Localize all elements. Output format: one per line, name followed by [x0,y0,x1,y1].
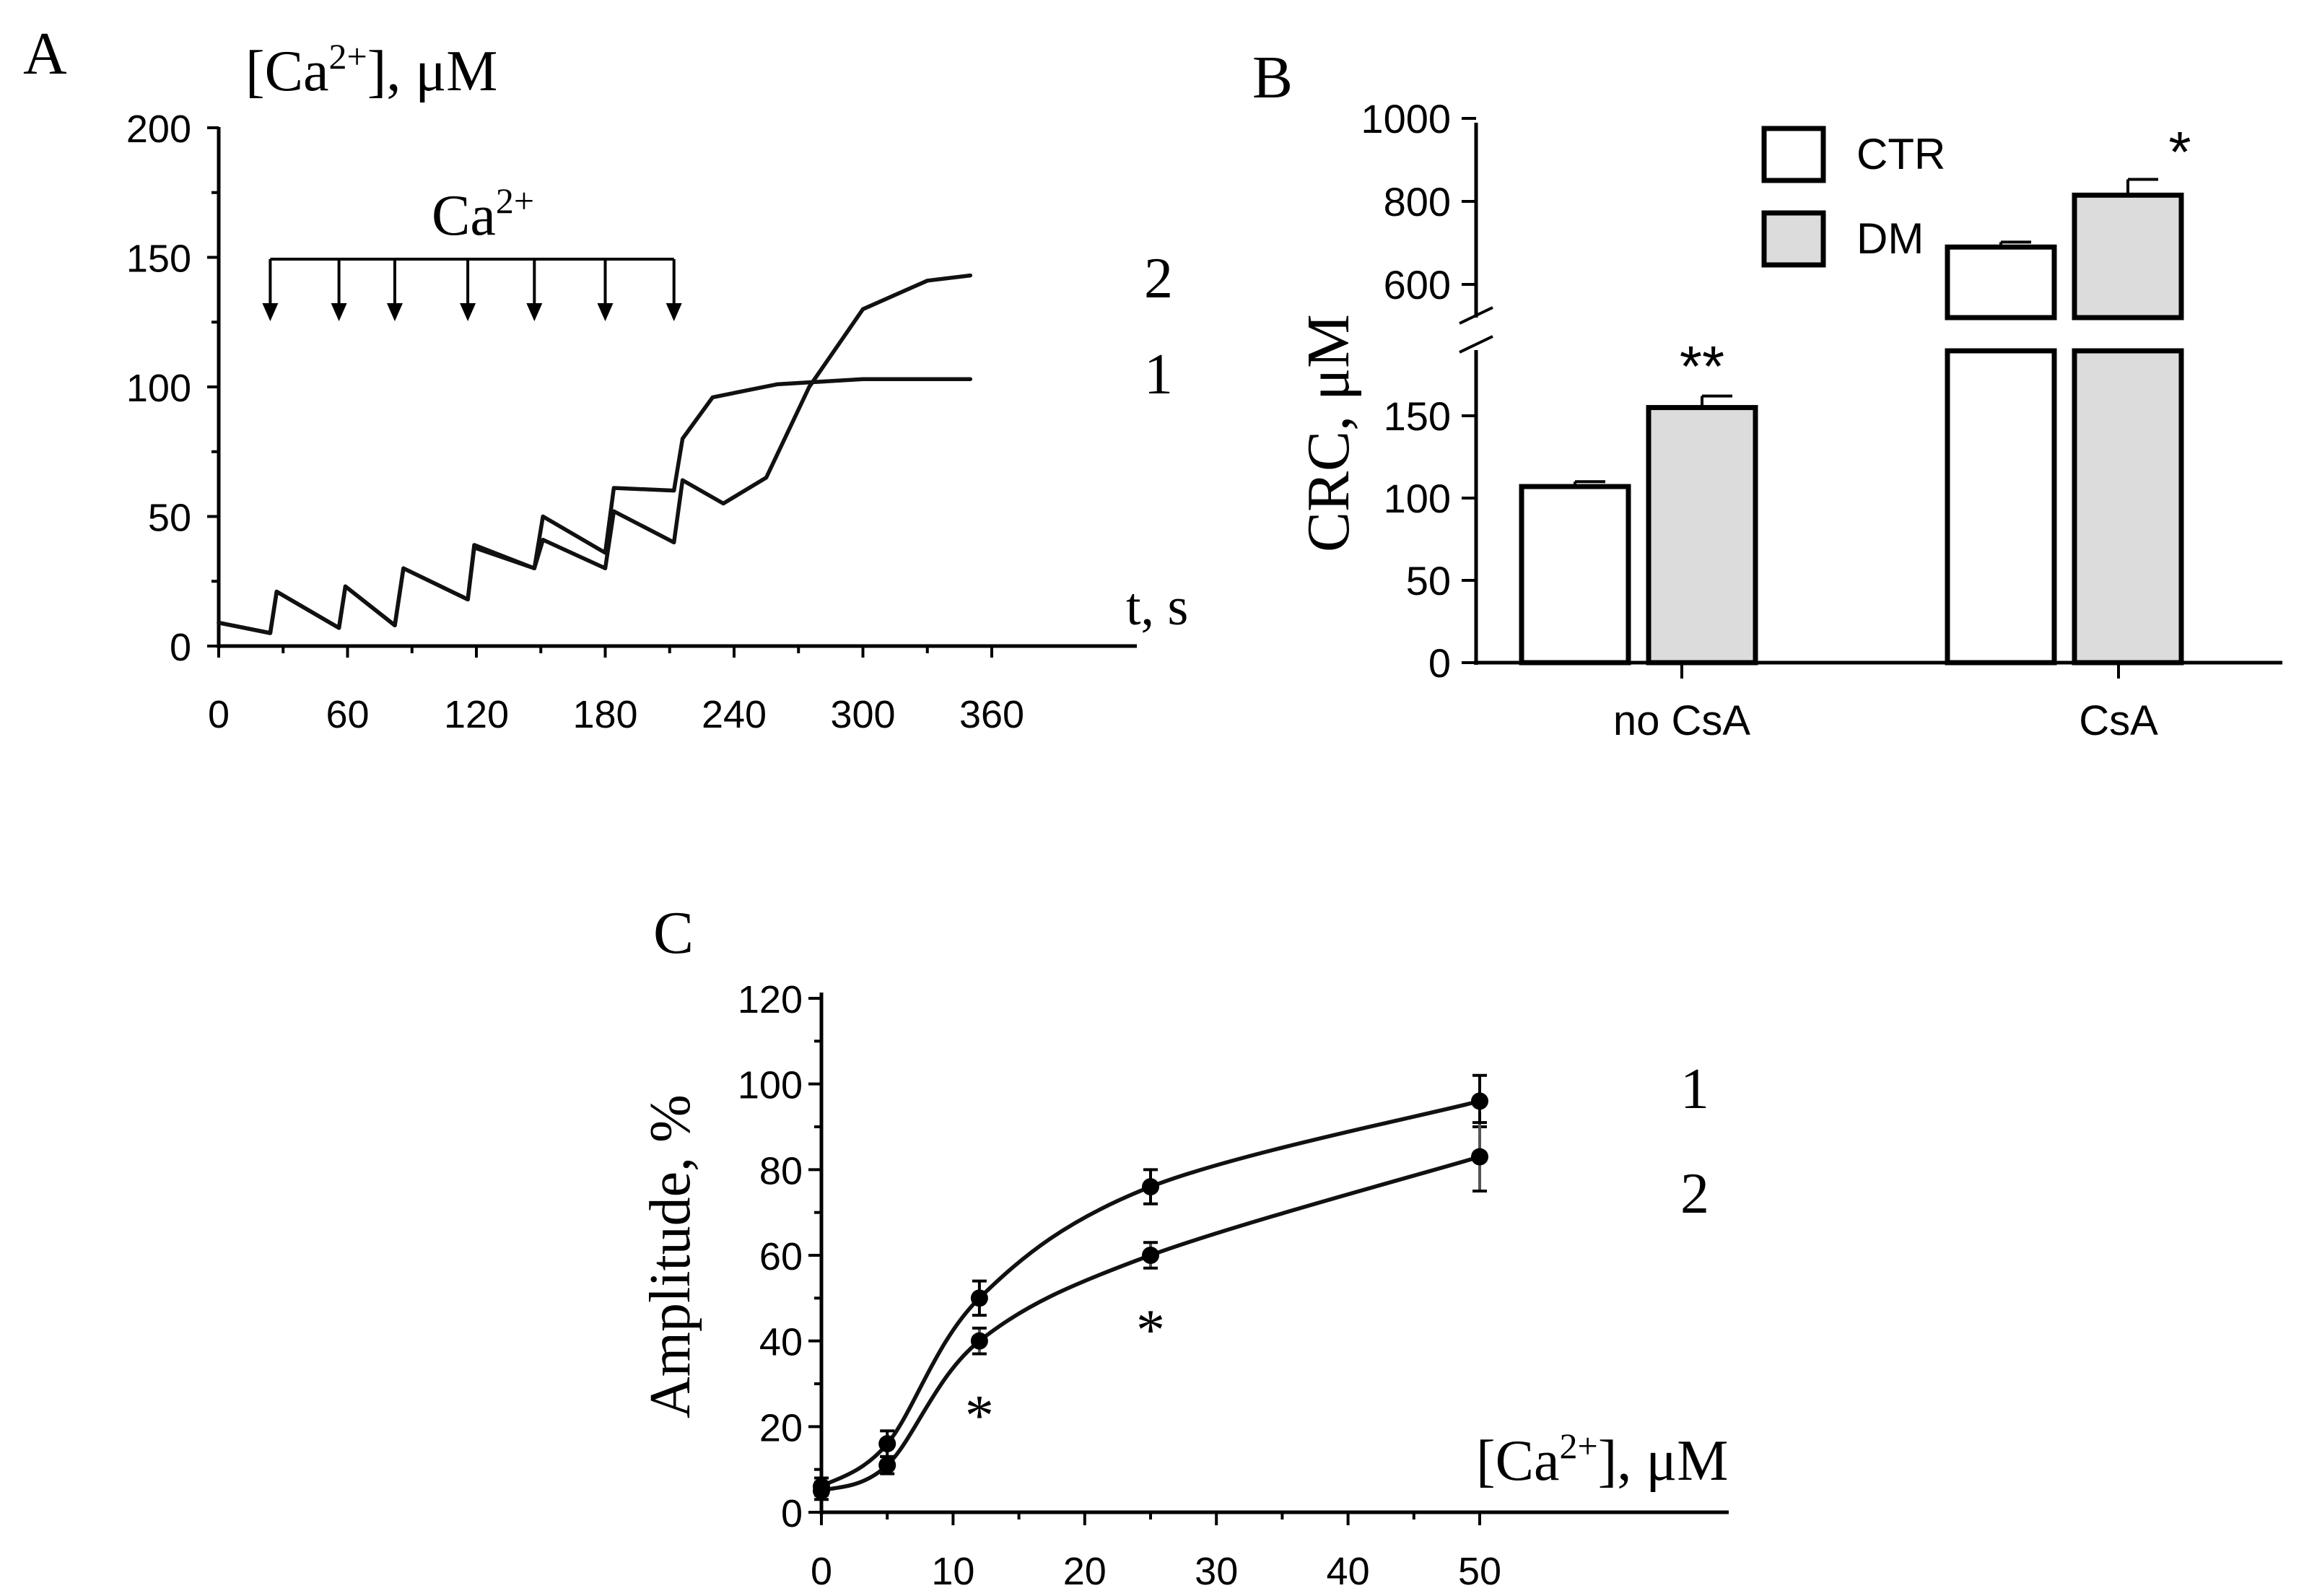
panel-a-ca-addition-arrowhead [331,303,347,321]
panel-c-point-series-1 [970,1289,988,1307]
panel-b-category-label: CsA [2079,697,2158,744]
panel-c-xlabel: [Ca2+], μM [1476,1426,1728,1493]
panel-c-significance: * [1136,1299,1165,1362]
panel-a-ca-addition-arrowhead [386,303,403,321]
panel-c-point-series-2 [878,1456,896,1474]
panel-b-ytick-label: 800 [1384,179,1451,224]
panel-a: A [Ca2+], μM 0 50 100 150 200 0 60 120 180 240 30… [23,20,1188,736]
panel-b-axis-break-mark [1459,306,1493,325]
panel-a-ytick-label: 50 [148,497,191,540]
panel-a-ytick-label: 100 [126,367,191,410]
panel-a-trace-label-2: 2 [1144,247,1173,310]
panel-a-ytick-label: 0 [170,626,191,669]
panel-c-curve-label: 1 [1680,1058,1709,1121]
panel-c-ytick-label: 0 [781,1492,803,1535]
panel-c-xtick-label: 30 [1195,1550,1238,1593]
panel-a-ca-addition-arrowhead [460,303,476,321]
panel-a-ylabel: [Ca2+], μM [245,36,497,103]
panel-b-bar-ctr-lower [1945,348,2057,666]
panel-b-bar-dm [1646,405,1758,666]
panel-b-letter: B [1252,44,1293,111]
panel-c-point-series-2 [970,1332,988,1350]
panel-a-ca-addition-arrowhead [597,303,614,321]
panel-b-significance: * [2168,120,2191,184]
panel-c: C Amplitude, % [Ca2+], μM 02040608010012… [639,899,1729,1593]
panel-c-significance: * [965,1384,994,1448]
panel-a-xtick-label: 120 [444,693,509,736]
panel-c-xtick-label: 20 [1063,1550,1107,1593]
panel-b-bar-ctr-upper [1945,244,2057,320]
panel-a-xtick-label: 0 [208,693,230,736]
panel-c-point-series-1 [878,1435,896,1453]
panel-c-ytick-label: 100 [738,1064,803,1107]
panel-c-point-series-2 [1471,1148,1488,1166]
panel-a-trace-2 [217,273,973,635]
panel-c-ytick-label: 40 [759,1321,803,1364]
panel-b-legend-label-dm: DM [1856,214,1924,263]
panel-c-ytick-label: 20 [759,1406,803,1449]
panel-c-curve-label: 2 [1680,1162,1709,1226]
panel-b-ytick-label: 50 [1406,558,1451,603]
panel-a-xtick-label: 360 [959,693,1024,736]
panel-b-significance: ** [1680,334,1724,398]
panel-a-ca-addition-arrowhead [666,303,682,321]
panel-b-legend-label-ctr: CTR [1856,130,1945,178]
panel-b-ytick-label: 100 [1384,476,1451,521]
panel-c-letter: C [653,899,694,967]
panel-c-point-series-2 [1142,1247,1159,1264]
panel-a-ca-addition-arrowhead [526,303,543,321]
panel-b: B CRC, μM 0 50 100 150 600 800 1000 no CsA CsA *… [1252,44,2282,744]
panel-b-ytick-label: 150 [1384,393,1451,439]
panel-c-ytick-label: 80 [759,1149,803,1192]
panel-a-ca-addition-label: Ca2+ [432,180,534,248]
panel-c-xtick-label: 40 [1327,1550,1370,1593]
panel-a-letter: A [23,20,67,87]
panel-a-ytick-label: 200 [126,108,191,151]
panel-b-legend-swatch-dm [1761,210,1826,268]
panel-c-xtick-label: 50 [1458,1550,1501,1593]
panel-c-ylabel: Amplitude, % [639,1094,702,1418]
panel-a-xtick-label: 240 [702,693,767,736]
panel-a-xtick-label: 180 [572,693,637,736]
panel-a-ytick-label: 150 [126,237,191,281]
panel-b-ytick-label: 600 [1384,262,1451,308]
panel-c-curve-1 [819,1099,1482,1489]
panel-c-point-series-1 [1142,1178,1159,1196]
panel-a-xlabel: t, s [1126,577,1188,637]
panel-b-axis-break-mark [1459,335,1493,354]
panel-b-category-label: no CsA [1613,697,1751,744]
panel-a-xtick-label: 300 [830,693,895,736]
panel-b-bar-dm-lower [2072,348,2184,666]
panel-a-xtick-label: 60 [326,693,369,736]
panel-c-ytick-label: 60 [759,1235,803,1278]
panel-a-ca-addition-arrowhead [262,303,279,321]
panel-c-ytick-label: 120 [738,978,803,1021]
panel-c-point-series-2 [813,1482,830,1500]
panel-b-bar-dm-upper [2072,192,2184,320]
panel-b-legend-swatch-ctr [1761,126,1826,183]
panel-b-ylabel: CRC, μM [1295,314,1362,552]
panel-c-xtick-label: 10 [931,1550,974,1593]
panel-c-xtick-label: 0 [811,1550,832,1593]
panel-b-ytick-label: 0 [1428,640,1451,686]
panel-a-trace-1 [217,377,973,635]
panel-c-point-series-1 [1471,1092,1488,1110]
panel-b-ytick-label: 1000 [1361,96,1451,141]
panel-a-trace-label-1: 1 [1144,343,1173,406]
panel-b-bar-ctr [1519,484,1631,666]
